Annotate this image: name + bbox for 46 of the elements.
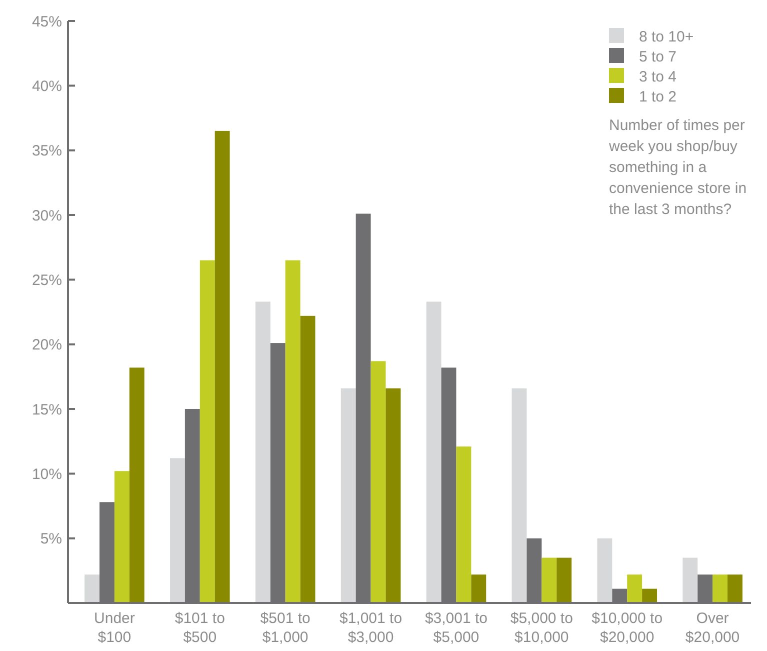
bar <box>556 558 572 603</box>
bar <box>471 574 486 603</box>
y-tick-label: 45% <box>32 13 62 30</box>
bar <box>114 471 130 603</box>
bar <box>200 260 215 603</box>
bar <box>340 388 356 603</box>
legend-label: 1 to 2 <box>639 88 677 106</box>
bar <box>386 388 401 603</box>
bar <box>84 574 100 603</box>
bar <box>728 574 742 603</box>
y-tick-label: 15% <box>32 401 62 418</box>
y-tick-label: 30% <box>32 207 62 224</box>
x-tick-label: $501 to $1,000 <box>260 610 310 646</box>
legend-label: 5 to 7 <box>639 48 677 66</box>
bar <box>370 361 386 603</box>
bar <box>712 574 728 603</box>
bar <box>300 316 316 603</box>
y-tick-label: 25% <box>32 272 62 289</box>
bar <box>214 130 230 603</box>
bar <box>542 558 557 603</box>
bar <box>285 260 300 603</box>
x-tick-label: $3,001 to $5,000 <box>424 610 488 646</box>
bar <box>129 368 144 603</box>
y-tick-label: 40% <box>32 78 62 95</box>
bar <box>597 538 612 603</box>
x-tick-label: Over $20,000 <box>685 610 740 646</box>
x-tick-label: Under $100 <box>94 610 135 646</box>
y-tick-label: 5% <box>40 530 62 548</box>
bar <box>426 302 442 603</box>
bar <box>627 574 642 603</box>
x-tick-label: $10,000 to $20,000 <box>592 610 663 646</box>
legend-label: 3 to 4 <box>639 68 677 86</box>
bar <box>456 446 472 603</box>
y-tick-label: 35% <box>32 142 62 160</box>
y-tick-label: 20% <box>32 336 62 354</box>
legend-title: Number of times per week you shop/buy something in a convenience store in the last 3 months? <box>608 117 747 218</box>
y-tick-label: 10% <box>32 466 62 483</box>
x-tick-label: $101 to $500 <box>174 610 225 646</box>
bar <box>512 388 527 603</box>
bar <box>170 458 185 603</box>
x-tick-label: $1,001 to $3,000 <box>339 610 402 646</box>
x-tick-label: $5,000 to $10,000 <box>510 610 573 646</box>
legend-label: 8 to 10+ <box>639 28 694 46</box>
bar <box>682 558 698 603</box>
bar <box>255 302 270 603</box>
bar <box>642 588 658 603</box>
